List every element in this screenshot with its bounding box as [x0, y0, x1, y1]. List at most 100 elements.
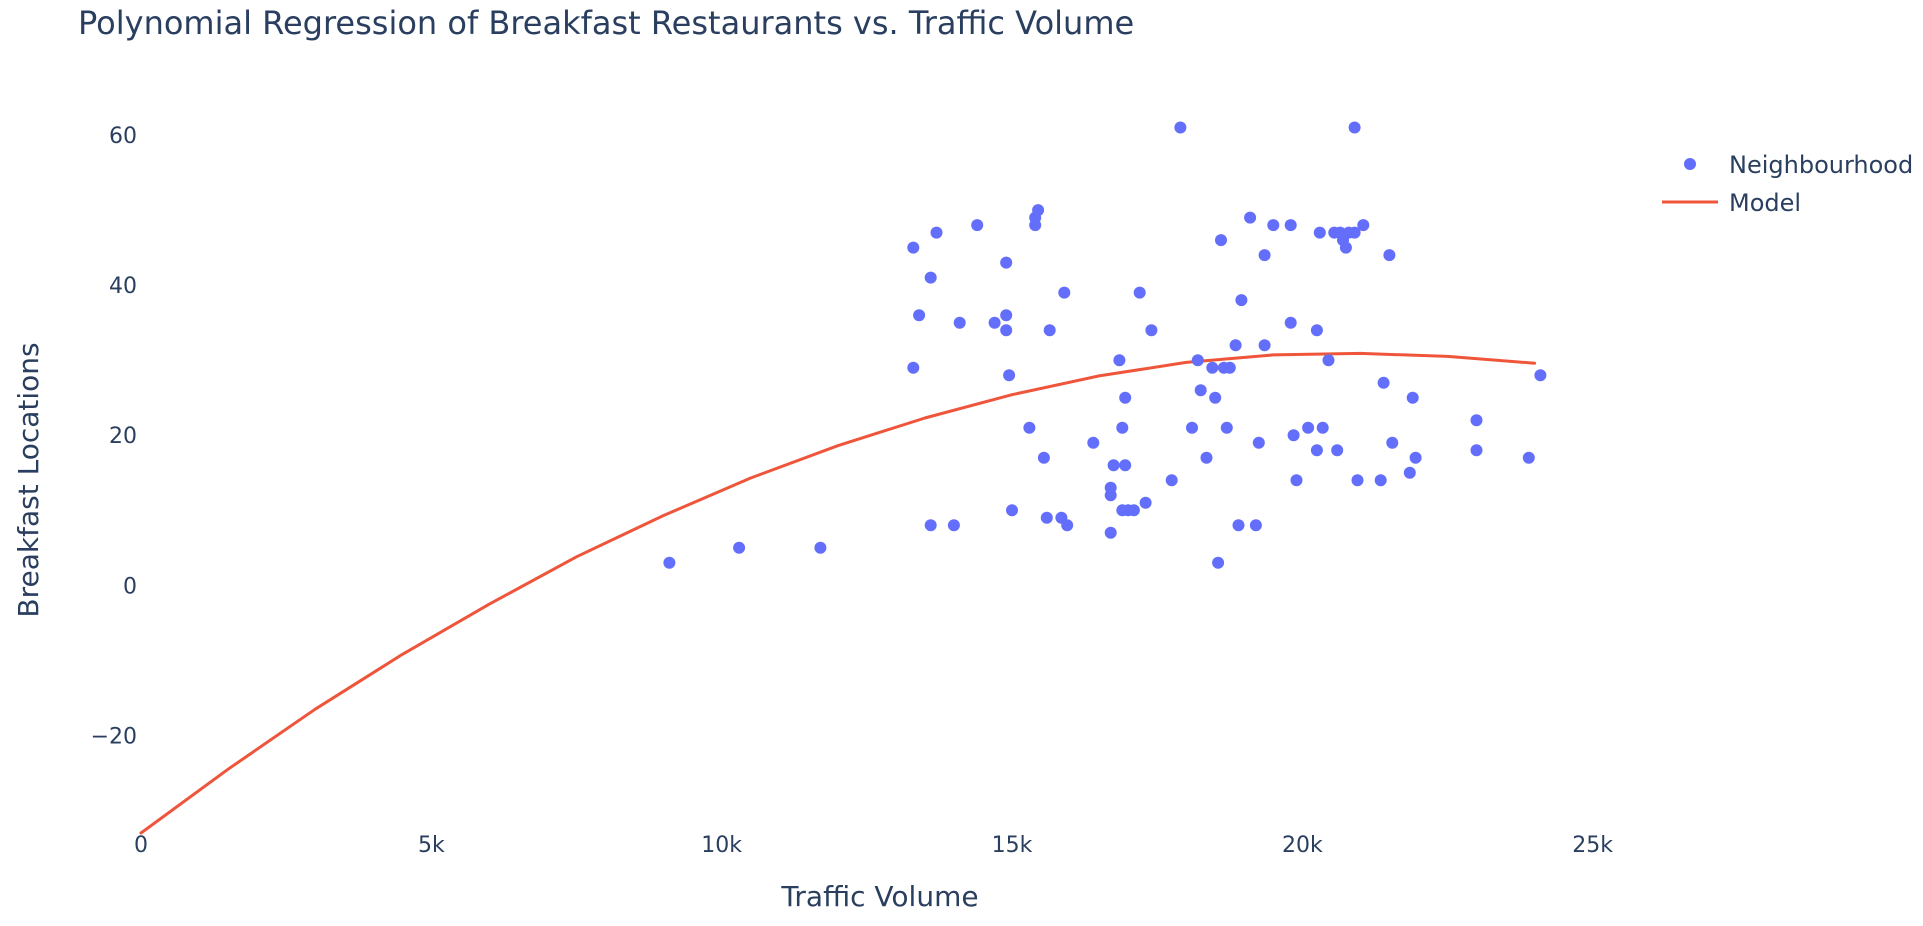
data-point[interactable]	[1165, 474, 1178, 487]
x-tick-label: 15k	[992, 833, 1033, 858]
data-point[interactable]	[1104, 481, 1117, 494]
data-point[interactable]	[971, 219, 984, 232]
data-point[interactable]	[1267, 219, 1280, 232]
data-point[interactable]	[913, 309, 926, 322]
data-point[interactable]	[1000, 324, 1013, 337]
data-point[interactable]	[1249, 519, 1262, 532]
data-point[interactable]	[1200, 451, 1213, 464]
data-point[interactable]	[1374, 474, 1387, 487]
data-point[interactable]	[1258, 339, 1271, 352]
legend-item-model[interactable]: Model	[1662, 189, 1801, 217]
legend[interactable]: Neighbourhood Model	[1662, 151, 1913, 217]
data-point[interactable]	[1006, 504, 1018, 517]
data-point[interactable]	[1191, 354, 1204, 367]
data-point[interactable]	[1043, 324, 1056, 337]
data-point[interactable]	[1313, 226, 1326, 239]
data-point[interactable]	[1119, 459, 1132, 472]
data-point[interactable]	[1470, 444, 1483, 457]
data-point[interactable]	[1061, 519, 1074, 532]
data-point[interactable]	[1220, 421, 1233, 434]
x-tick-label: 25k	[1572, 833, 1613, 858]
data-point[interactable]	[1406, 391, 1419, 404]
data-point[interactable]	[1409, 451, 1422, 464]
data-point[interactable]	[947, 519, 960, 532]
data-point[interactable]	[1206, 361, 1219, 374]
data-point[interactable]	[924, 271, 937, 284]
data-point[interactable]	[1403, 466, 1416, 479]
data-point[interactable]	[1316, 421, 1329, 434]
data-point[interactable]	[1383, 249, 1396, 262]
data-point[interactable]	[1023, 421, 1036, 434]
x-tick-label: 5k	[418, 833, 445, 858]
data-point[interactable]	[1244, 211, 1257, 224]
data-point[interactable]	[1331, 444, 1344, 457]
x-axis-title: Traffic Volume	[780, 880, 978, 913]
data-point[interactable]	[1119, 391, 1132, 404]
data-point[interactable]	[1351, 474, 1364, 487]
data-point[interactable]	[1229, 339, 1242, 352]
data-point[interactable]	[1040, 511, 1053, 524]
data-point[interactable]	[1133, 286, 1146, 299]
data-point[interactable]	[733, 541, 746, 554]
data-point[interactable]	[1310, 444, 1323, 457]
data-point[interactable]	[930, 226, 943, 239]
data-point[interactable]	[1058, 286, 1071, 299]
data-point[interactable]	[1139, 496, 1152, 509]
data-point[interactable]	[924, 519, 937, 532]
data-point[interactable]	[1127, 504, 1140, 517]
data-point[interactable]	[1087, 436, 1100, 449]
data-point[interactable]	[1290, 474, 1303, 487]
data-point[interactable]	[1032, 204, 1045, 217]
data-point[interactable]	[1470, 414, 1483, 427]
data-point[interactable]	[1000, 309, 1013, 322]
data-point[interactable]	[1145, 324, 1158, 337]
y-tick-label: 0	[123, 574, 137, 599]
data-point[interactable]	[1174, 121, 1187, 134]
data-point[interactable]	[1357, 219, 1370, 232]
data-point[interactable]	[1287, 429, 1300, 442]
data-point[interactable]	[1113, 354, 1126, 367]
data-point[interactable]	[1194, 384, 1207, 397]
data-point[interactable]	[1534, 369, 1547, 382]
y-tick-label: 20	[109, 424, 137, 449]
data-point[interactable]	[814, 541, 827, 554]
data-point[interactable]	[1284, 219, 1297, 232]
legend-label-model: Model	[1729, 189, 1801, 217]
data-point[interactable]	[1522, 451, 1535, 464]
data-point[interactable]	[1232, 519, 1245, 532]
data-point[interactable]	[1104, 526, 1117, 539]
data-point[interactable]	[1223, 361, 1236, 374]
data-point[interactable]	[907, 241, 920, 254]
data-point[interactable]	[1339, 241, 1352, 254]
data-point[interactable]	[1252, 436, 1265, 449]
data-point[interactable]	[1322, 354, 1335, 367]
data-point[interactable]	[1235, 294, 1248, 307]
data-point[interactable]	[1310, 324, 1323, 337]
data-point[interactable]	[907, 361, 920, 374]
data-point[interactable]	[1348, 226, 1361, 239]
data-point[interactable]	[1215, 234, 1227, 247]
data-point[interactable]	[1209, 391, 1222, 404]
data-point[interactable]	[1377, 376, 1390, 389]
y-tick-label: 60	[109, 124, 137, 149]
data-point[interactable]	[1116, 421, 1129, 434]
x-tick-label: 20k	[1282, 833, 1323, 858]
data-point[interactable]	[1212, 556, 1225, 569]
data-point[interactable]	[1000, 256, 1013, 269]
data-point[interactable]	[1258, 249, 1271, 262]
y-axis-title: Breakfast Locations	[12, 342, 45, 617]
data-point[interactable]	[1386, 436, 1399, 449]
data-point[interactable]	[663, 556, 676, 569]
data-point[interactable]	[953, 316, 966, 329]
data-point[interactable]	[1284, 316, 1297, 329]
data-point[interactable]	[1037, 451, 1050, 464]
data-point[interactable]	[1003, 369, 1016, 382]
data-point[interactable]	[1107, 459, 1120, 472]
data-point[interactable]	[1348, 121, 1361, 134]
data-point[interactable]	[1302, 421, 1315, 434]
legend-item-neighbourhood[interactable]: Neighbourhood	[1684, 151, 1913, 179]
y-axis-ticks: −20 0 20 40 60	[91, 124, 137, 749]
data-point[interactable]	[988, 316, 1001, 329]
data-point[interactable]	[1186, 421, 1198, 434]
y-tick-label: −20	[91, 724, 137, 749]
